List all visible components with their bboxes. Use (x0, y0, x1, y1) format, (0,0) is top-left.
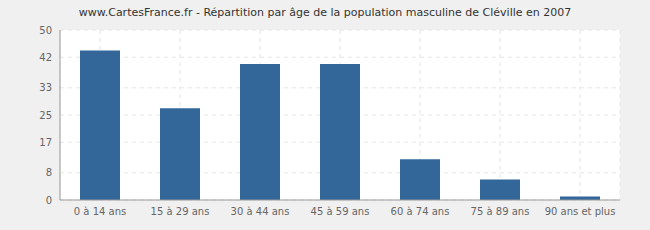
svg-text:8: 8 (46, 167, 52, 178)
svg-text:50: 50 (39, 25, 52, 36)
svg-text:0 à 14 ans: 0 à 14 ans (74, 206, 126, 217)
html-text:www.CartesFrance.fr - Répartit: www.CartesFrance.fr - Répartition par âg… (78, 6, 572, 19)
svg-text:30 à 44 ans: 30 à 44 ans (231, 206, 290, 217)
svg-text:60 à 74 ans: 60 à 74 ans (391, 206, 450, 217)
svg-text:45 à 59 ans: 45 à 59 ans (311, 206, 370, 217)
svg-text:90 ans et plus: 90 ans et plus (545, 206, 616, 217)
svg-text:42: 42 (39, 52, 52, 63)
svg-text:75 à 89 ans: 75 à 89 ans (471, 206, 530, 217)
svg-text:33: 33 (39, 82, 52, 93)
svg-text:25: 25 (39, 110, 52, 121)
svg-text:15 à 29 ans: 15 à 29 ans (151, 206, 210, 217)
svg-text:0: 0 (46, 195, 52, 206)
svg-text:17: 17 (39, 137, 52, 148)
